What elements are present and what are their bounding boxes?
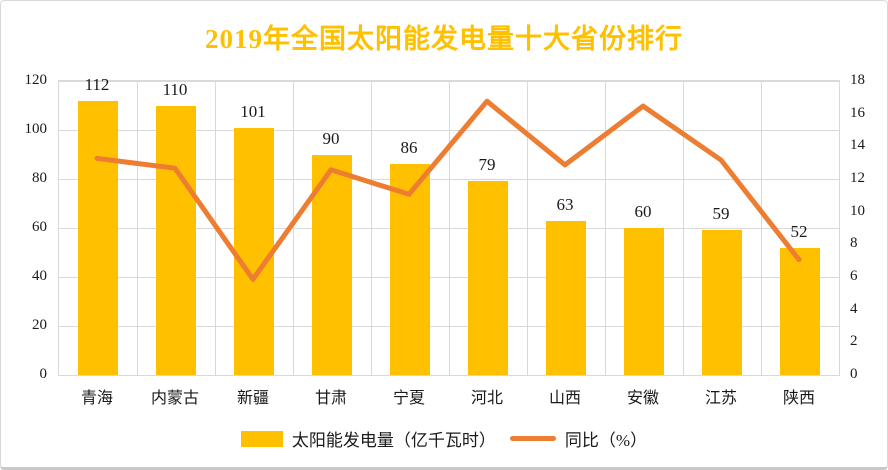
bar-青海 [78, 100, 118, 375]
gridline-vertical [449, 81, 450, 375]
chart-title: 2019年全国太阳能发电量十大省份排行 [205, 24, 683, 54]
left-axis-tick-label: 100 [24, 121, 48, 137]
right-axis-tick-label: 0 [850, 366, 858, 382]
bar-江苏 [702, 230, 742, 375]
left-axis-tick-label: 40 [32, 268, 47, 284]
bar-value-label: 59 [712, 204, 730, 224]
bar-value-label: 79 [478, 155, 496, 175]
right-axis-tick-label: 14 [850, 137, 865, 154]
bar-山西 [546, 220, 586, 375]
gridline-vertical [293, 81, 294, 375]
x-axis-label-青海: 青海 [80, 390, 113, 407]
plot-area [58, 80, 840, 376]
bar-value-label: 110 [162, 79, 188, 99]
x-axis-label-安徽: 安徽 [626, 390, 659, 407]
right-axis-tick-label: 18 [850, 72, 865, 88]
right-axis-tick-label: 2 [850, 333, 858, 350]
bar-宁夏 [390, 164, 430, 375]
bar-value-label: 86 [400, 138, 418, 158]
bar-陕西 [780, 247, 820, 375]
x-axis-label-甘肃: 甘肃 [314, 390, 347, 407]
yoy-line-series [94, 98, 802, 282]
bar-内蒙古 [156, 105, 196, 375]
bar-value-label: 112 [84, 74, 110, 94]
bar-河北 [468, 181, 508, 375]
left-axis-tick-label: 0 [39, 366, 48, 382]
bar-安徽 [624, 228, 664, 375]
gridline-vertical [605, 81, 606, 375]
right-axis-tick-label: 8 [850, 235, 858, 252]
bar-value-label: 63 [556, 194, 574, 214]
legend: 太阳能发电量（亿千瓦时） 同比（%） [1, 426, 887, 451]
x-axis-label-内蒙古: 内蒙古 [150, 390, 199, 407]
right-axis-tick-label: 6 [850, 268, 858, 284]
right-axis-tick-label: 10 [850, 202, 865, 219]
legend-line-label: 同比（%） [564, 431, 648, 450]
yoy-line [94, 98, 802, 282]
bar-series-swatch [240, 430, 283, 447]
x-axis-label-江苏: 江苏 [704, 390, 737, 407]
gridline-vertical [371, 81, 372, 375]
gridline-vertical [137, 81, 138, 375]
bar-value-label: 90 [322, 128, 340, 148]
x-axis-label-宁夏: 宁夏 [392, 390, 425, 407]
x-axis-label-新疆: 新疆 [236, 390, 269, 407]
legend-item-line: 同比（%） [509, 426, 648, 451]
right-axis-tick-label: 4 [850, 300, 858, 317]
bar-value-label: 60 [634, 202, 652, 221]
gridline-vertical [683, 81, 684, 375]
left-axis-tick-label: 120 [24, 72, 48, 88]
legend-item-bar: 太阳能发电量（亿千瓦时） [240, 426, 496, 451]
right-axis-tick-label: 12 [850, 170, 865, 186]
bar-value-label: 101 [240, 101, 266, 121]
right-axis-tick-label: 16 [850, 104, 865, 121]
x-axis-label-河北: 河北 [470, 390, 503, 407]
left-axis-tick-label: 80 [32, 170, 47, 186]
gridline-vertical [527, 81, 528, 375]
bar-新疆 [234, 127, 274, 375]
legend-bar-label: 太阳能发电量（亿千瓦时） [291, 431, 496, 450]
left-axis-tick-label: 20 [32, 317, 47, 333]
x-axis-label-山西: 山西 [548, 390, 581, 407]
bar-value-label: 52 [790, 221, 808, 241]
gridline-vertical [761, 81, 762, 375]
x-axis-label-陕西: 陕西 [782, 390, 815, 407]
line-series-swatch [509, 436, 556, 441]
left-axis-tick-label: 60 [32, 219, 47, 235]
